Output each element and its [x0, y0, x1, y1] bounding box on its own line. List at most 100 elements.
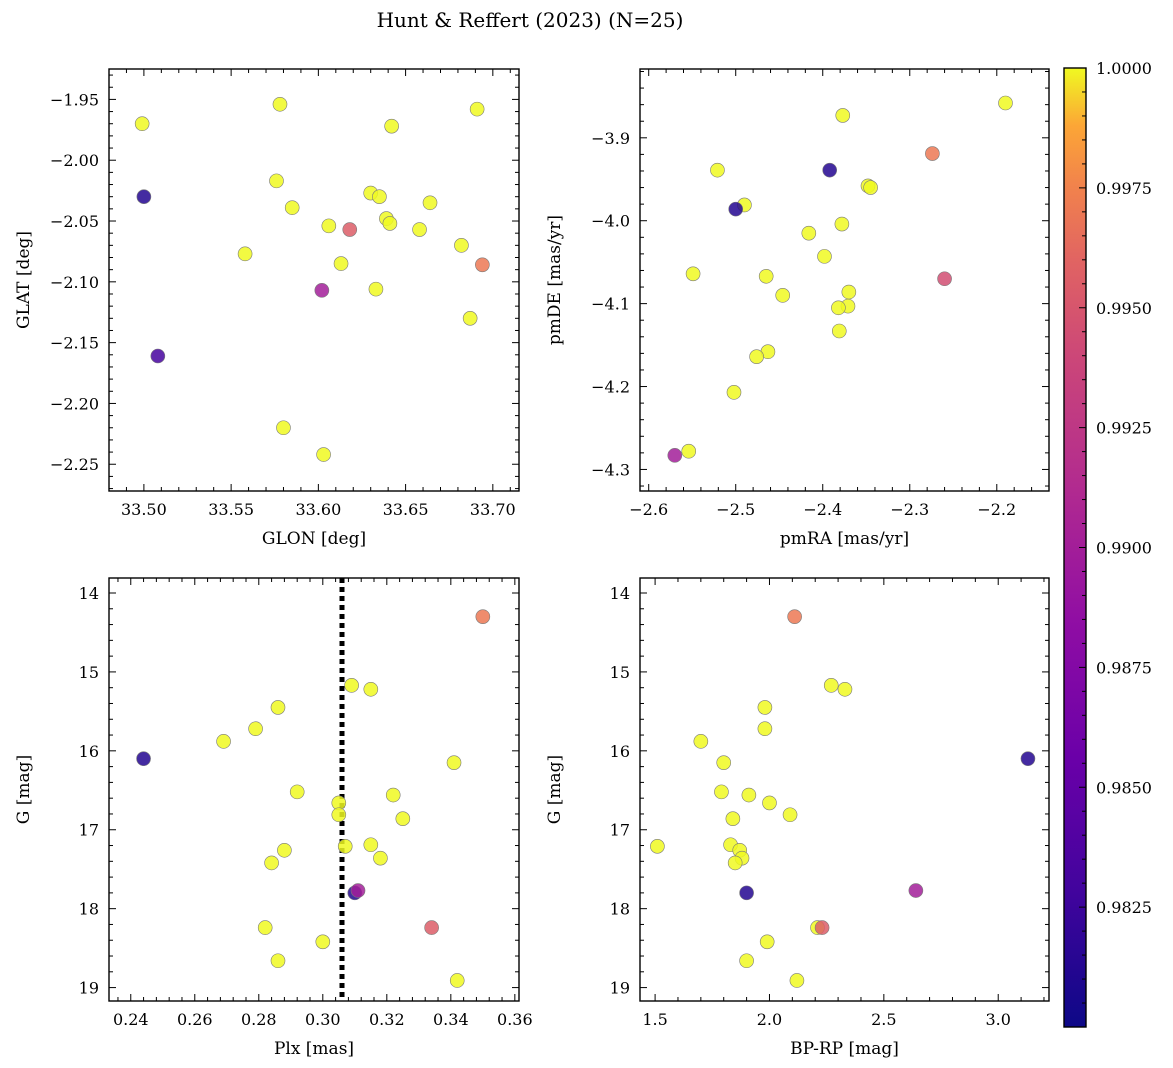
- x-tick-label: 3.0: [985, 1010, 1010, 1029]
- x-tick-label: 0.28: [241, 1010, 277, 1029]
- scatter-point: [759, 934, 775, 950]
- axis-ticks: [109, 578, 519, 1001]
- colorbar-ticks: [1079, 67, 1086, 1028]
- scatter-point: [446, 755, 462, 770]
- scatter-point: [685, 266, 701, 282]
- y-tick-label: −3.9: [591, 129, 630, 148]
- axis-ticks: [640, 578, 1049, 1001]
- scatter-point: [134, 116, 150, 132]
- axes-frame: [639, 577, 1050, 1002]
- panel-2: −2.6 −2.5 −2.4 −2.3 −2.2 −3.9 −4.0 −4.1 −4.2 −4.3…: [545, 68, 1050, 549]
- y-tick-label: −2.25: [50, 455, 99, 474]
- scatter-point: [789, 973, 805, 988]
- scatter-point: [422, 195, 438, 211]
- scatter-point: [449, 973, 465, 988]
- scatter-point: [372, 189, 387, 204]
- scatter-point: [270, 953, 286, 969]
- scatter-point: [462, 311, 478, 326]
- colorbar-tick-label: 0.9850: [1096, 778, 1152, 797]
- scatter-point: [333, 256, 349, 271]
- scatter-point: [269, 173, 284, 189]
- scatter-point: [344, 678, 359, 693]
- axes-frame: [108, 68, 520, 492]
- scatter-point: [925, 146, 940, 161]
- scatter-point: [289, 784, 305, 800]
- scatter-point: [841, 284, 857, 300]
- colorbar: 0.9825 0.9850 0.9875 0.9900 0.9925 0.9950 0.99…: [1063, 59, 1152, 1028]
- y-axis-label: G [mag]: [14, 755, 34, 824]
- x-axis-label: GLON [deg]: [262, 529, 366, 549]
- y-tick-label: 18: [79, 900, 99, 919]
- y-tick-label: −1.95: [50, 90, 99, 109]
- scatter-point: [237, 246, 253, 262]
- scatter-point: [337, 839, 353, 854]
- scatter-point: [363, 837, 379, 853]
- scatter-point: [739, 885, 754, 901]
- scatter-point: [373, 850, 388, 866]
- scatter-point: [257, 920, 273, 935]
- y-tick-label: −2.20: [50, 394, 99, 413]
- scatter-point: [758, 268, 774, 284]
- x-tick-label: −2.2: [977, 500, 1016, 519]
- y-axis-label: G [mag]: [545, 755, 565, 824]
- scatter-point: [823, 678, 839, 693]
- scatter-point: [264, 855, 279, 871]
- x-tick-label: −2.6: [629, 500, 668, 519]
- scatter-point: [384, 118, 399, 134]
- scatter-point: [270, 700, 286, 715]
- y-tick-label: 14: [610, 584, 630, 603]
- colorbar-tick-label: 0.9900: [1096, 539, 1152, 558]
- scatter-point: [782, 807, 798, 823]
- scatter-point: [787, 609, 802, 624]
- y-tick-label: −4.1: [591, 295, 630, 314]
- y-tick-label: 17: [610, 821, 630, 840]
- scatter-point: [749, 349, 764, 364]
- y-tick-label: 15: [610, 663, 630, 682]
- scatter-point: [908, 883, 924, 898]
- axis-ticks: [108, 69, 519, 491]
- scatter-point: [368, 281, 384, 297]
- y-tick-label: 16: [79, 742, 99, 761]
- scatter-point: [277, 842, 292, 858]
- scatter-point: [681, 443, 697, 459]
- y-tick-label: 18: [610, 900, 630, 919]
- x-axis-label: Plx [mas]: [274, 1039, 354, 1059]
- scatter-point: [454, 238, 469, 253]
- scatter-point: [831, 323, 847, 339]
- y-tick-label: −2.10: [50, 273, 99, 292]
- scatter-point: [863, 180, 878, 195]
- panel-3: 0.24 0.26 0.28 0.30 0.32 0.34 0.36 14 15 16 17 18 19…: [14, 577, 533, 1059]
- scatter-point: [216, 734, 231, 749]
- scatter-point: [822, 162, 838, 178]
- x-tick-label: 33.65: [383, 500, 429, 519]
- panels: 33.50 33.55 33.60 33.65 33.70 −1.95 −2.00 −2.05…: [14, 68, 1050, 1059]
- x-tick-label: 0.26: [177, 1010, 213, 1029]
- scatter-point: [475, 257, 490, 273]
- y-axis-label: GLAT [deg]: [14, 231, 34, 329]
- colorbar-tick-label: 0.9950: [1096, 299, 1152, 318]
- scatter-point: [728, 201, 744, 217]
- y-tick-label: −2.00: [50, 151, 99, 170]
- y-tick-label: 19: [610, 979, 630, 998]
- panel-4: 1.5 2.0 2.5 3.0 14 15 16 17 18 19 BP-RP [mag] G [ma…: [545, 577, 1050, 1059]
- scatter-point: [727, 855, 743, 871]
- scatter-point: [412, 222, 427, 237]
- scatter-point: [316, 447, 331, 462]
- scatter-point: [248, 721, 263, 737]
- y-tick-label: 19: [79, 979, 99, 998]
- scatter-point: [801, 225, 817, 241]
- axis-ticks: [640, 69, 1050, 491]
- scatter-point: [385, 787, 401, 803]
- x-tick-label: 0.32: [369, 1010, 405, 1029]
- scatter-point: [716, 755, 732, 770]
- y-tick-label: 14: [79, 584, 99, 603]
- scatter-point: [710, 162, 725, 178]
- scatter-point: [150, 348, 166, 364]
- x-tick-label: 2.0: [757, 1010, 782, 1029]
- scatter-point: [395, 811, 411, 826]
- y-tick-label: 16: [610, 742, 630, 761]
- scatter-point: [136, 189, 152, 204]
- scatter-point: [350, 883, 366, 898]
- scatter-point: [424, 920, 439, 935]
- scatter-point: [814, 920, 830, 935]
